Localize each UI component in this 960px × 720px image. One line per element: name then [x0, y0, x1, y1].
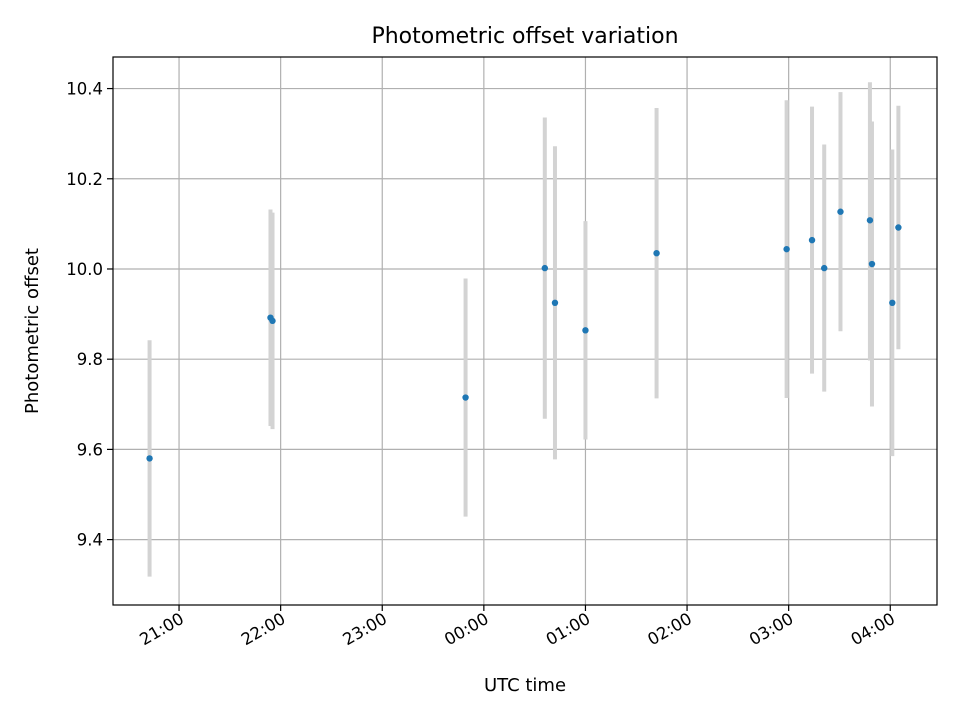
data-point — [808, 236, 816, 244]
y-axis-label: Photometric offset — [22, 248, 43, 414]
error-bars — [147, 82, 901, 577]
data-point — [541, 264, 549, 272]
x-tick-label: 23:00 — [340, 609, 391, 649]
data-point — [868, 260, 876, 268]
data-point — [582, 327, 589, 334]
chart-title: Photometric offset variation — [371, 24, 678, 49]
data-point — [889, 299, 896, 307]
data-point — [551, 299, 559, 307]
data-point — [462, 394, 469, 401]
x-tick-label: 00:00 — [441, 609, 492, 649]
y-tick-label: 9.8 — [77, 350, 103, 369]
y-tick-label: 10.4 — [66, 80, 103, 99]
x-axis-ticks: 21:00 22:00 23:00 00:00 01:00 02:00 03:00 04:00 — [136, 605, 898, 649]
x-tick-label: 04:00 — [848, 609, 899, 649]
x-tick-label: 01:00 — [543, 609, 594, 649]
x-tick-label: 02:00 — [644, 609, 695, 649]
data-point — [895, 224, 902, 231]
data-point — [146, 455, 153, 462]
data-point — [821, 264, 828, 272]
data-point — [269, 317, 276, 325]
x-axis-label: UTC time — [484, 675, 566, 696]
data-point — [837, 208, 844, 215]
y-tick-label: 10.0 — [66, 260, 103, 279]
y-tick-label: 9.6 — [77, 440, 103, 459]
data-point — [653, 249, 660, 257]
plot-frame — [112, 56, 938, 606]
data-points — [146, 208, 902, 462]
x-tick-label: 22:00 — [238, 609, 289, 649]
x-tick-label: 03:00 — [746, 609, 797, 649]
y-tick-label: 10.2 — [66, 170, 103, 189]
y-axis-ticks: 9.4 9.6 9.8 10.0 10.2 10.4 — [66, 80, 113, 550]
data-point — [866, 217, 874, 224]
data-point — [783, 245, 790, 253]
y-tick-label: 9.4 — [77, 531, 103, 550]
x-tick-label: 21:00 — [136, 609, 187, 649]
